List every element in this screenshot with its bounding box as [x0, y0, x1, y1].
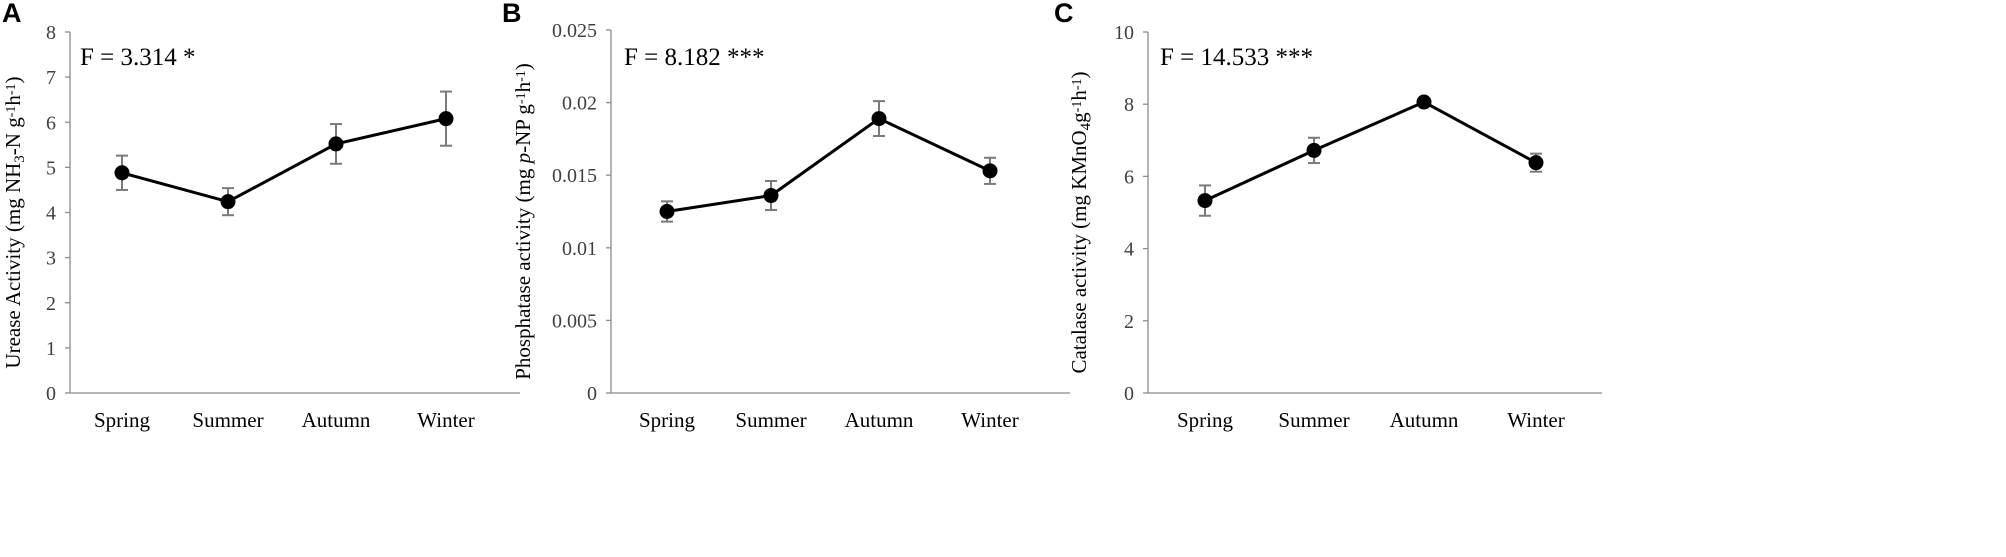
y-axis-title-part: -1	[4, 83, 19, 95]
series-line	[121, 117, 447, 204]
data-point	[982, 163, 998, 179]
x-category-label: Autumn	[845, 408, 914, 432]
y-tick-label: 0.005	[552, 310, 597, 332]
panel-letter: B	[502, 0, 522, 28]
f-statistic-annotation: F = 14.533 ***	[1160, 44, 1313, 71]
x-category-label: Summer	[735, 408, 806, 432]
y-axis-title-part: 4	[1078, 122, 1094, 130]
data-point	[763, 188, 779, 204]
y-tick-label: 6	[46, 112, 56, 134]
f-statistic-annotation: F = 8.182 ***	[624, 44, 765, 71]
y-axis-title-part: -1	[514, 70, 529, 82]
panel-letter: C	[1054, 0, 1074, 28]
x-category-label: Summer	[1278, 408, 1349, 432]
y-tick-label: 0	[1124, 383, 1134, 405]
y-axis-title-part: 3	[12, 155, 28, 163]
data-point	[220, 194, 236, 210]
y-axis-title-part: h	[511, 81, 535, 92]
y-tick-label: 5	[46, 157, 56, 179]
y-tick-label: 3	[46, 248, 56, 270]
y-axis-title-part: g	[1067, 112, 1091, 123]
y-axis-title-part: p	[511, 153, 535, 166]
y-tick-label: 2	[1124, 311, 1134, 333]
y-tick-label: 4	[46, 203, 56, 225]
data-point	[114, 165, 130, 181]
y-axis-title-part: )	[1067, 71, 1091, 78]
y-axis-title-part: -N g	[1, 117, 25, 155]
data-point	[328, 136, 344, 152]
y-tick-label: 0.015	[552, 165, 597, 187]
y-axis-title-part: Phosphatase activity (mg	[511, 163, 535, 379]
y-axis-title-part: -1	[1070, 78, 1085, 90]
f-statistic-annotation: F = 3.314 *	[80, 44, 196, 71]
y-axis-title-part: -1	[1070, 101, 1085, 113]
data-point	[871, 111, 887, 127]
data-point	[1528, 155, 1544, 171]
y-axis-title-part: Catalase activity (mg KMnO	[1067, 130, 1091, 373]
panel-letter: A	[2, 0, 22, 28]
y-axis-title-part: Urease Activity (mg NH	[1, 163, 25, 369]
x-category-label: Winter	[1507, 408, 1564, 432]
y-axis-title: Phosphatase activity (mg p-NP g-1h-1)	[511, 63, 535, 380]
series-line	[666, 116, 991, 213]
y-tick-label: 8	[1124, 94, 1134, 116]
y-tick-label: 2	[46, 293, 56, 315]
x-category-label: Winter	[961, 408, 1018, 432]
y-axis-title-part: h	[1, 95, 25, 106]
y-tick-label: 1	[46, 338, 56, 360]
y-axis-title-part: -1	[4, 106, 19, 118]
data-point	[1197, 193, 1213, 209]
y-tick-label: 0.01	[562, 238, 597, 260]
y-tick-label: 8	[46, 22, 56, 44]
data-point	[1416, 94, 1432, 110]
series-line	[1204, 100, 1537, 202]
x-category-label: Spring	[1177, 408, 1234, 432]
x-category-label: Summer	[192, 408, 263, 432]
x-category-label: Autumn	[302, 408, 371, 432]
y-axis-title-part: -NP g	[511, 104, 535, 153]
y-tick-label: 0	[46, 383, 56, 405]
x-category-label: Autumn	[1390, 408, 1459, 432]
y-axis-title: Catalase activity (mg KMnO4g-1h-1)	[1067, 71, 1094, 373]
data-point	[1306, 142, 1322, 158]
y-tick-label: 4	[1124, 239, 1134, 261]
y-tick-label: 0.02	[562, 93, 597, 115]
y-axis-title-part: )	[511, 63, 535, 70]
y-tick-label: 10	[1114, 22, 1134, 44]
chart-panel-c: C 0 2 4 6 8 10 Spring Summer Autumn Winter Catalase…	[1054, 0, 1602, 432]
y-tick-label: 6	[1124, 166, 1134, 188]
x-category-label: Spring	[639, 408, 696, 432]
y-tick-label: 0.025	[552, 20, 597, 42]
chart-panel-a: A 0 1 2 3 4 5 6 7 8 Spring Summer Autumn Winter Urease…	[1, 0, 520, 432]
data-point	[659, 204, 675, 219]
y-tick-label: 0	[587, 383, 597, 405]
data-point	[438, 111, 454, 127]
y-axis-title-part: -1	[514, 92, 529, 104]
x-category-label: Winter	[417, 408, 474, 432]
x-category-label: Spring	[94, 408, 151, 432]
y-axis-title-part: )	[1, 76, 25, 83]
chart-panel-b: B 0 0.005 0.01 0.015 0.02 0.025 Spring Summer Aut…	[502, 0, 1070, 432]
y-axis-title-part: h	[1067, 90, 1091, 101]
y-tick-label: 7	[46, 67, 56, 89]
y-axis-title: Urease Activity (mg NH3-N g-1h-1)	[1, 76, 28, 368]
